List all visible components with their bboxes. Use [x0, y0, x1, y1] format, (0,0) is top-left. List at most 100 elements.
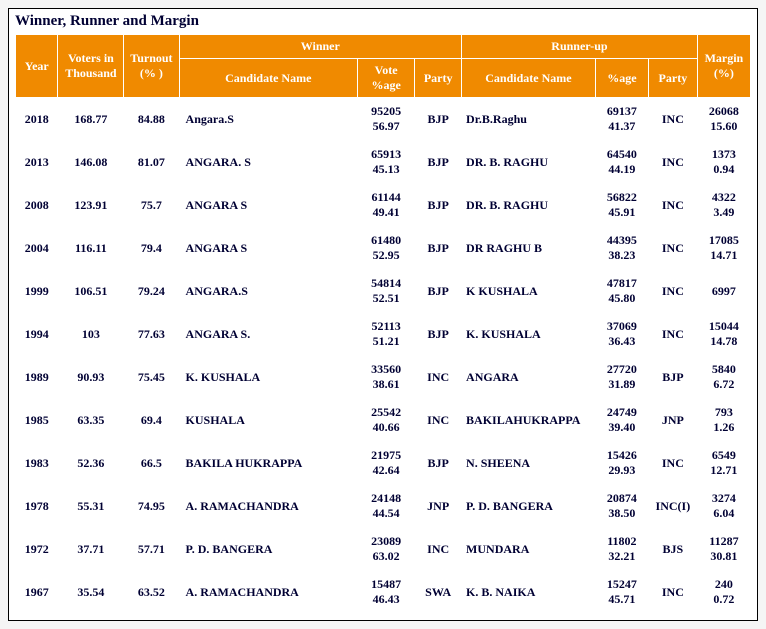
- cell: BJP: [415, 98, 462, 141]
- cell: 3356038.61: [357, 356, 414, 399]
- cell: 2018: [16, 98, 58, 141]
- cell: 6114449.41: [357, 184, 414, 227]
- cell: BJS: [648, 528, 697, 571]
- cell: 1967: [16, 571, 58, 614]
- table-row: 198990.9375.45K. KUSHALA3356038.61INCANG…: [16, 356, 751, 399]
- cell: DR RAGHU B: [462, 227, 596, 270]
- col-runner-pct: %age: [595, 59, 648, 98]
- cell: 4439538.23: [595, 227, 648, 270]
- table-row: 199410377.63ANGARA S.5211351.21BJPK. KUS…: [16, 313, 751, 356]
- col-winner-name: Candidate Name: [179, 59, 357, 98]
- cell: 37.71: [58, 528, 124, 571]
- cell: INC: [415, 528, 462, 571]
- cell: ANGARA S: [179, 227, 357, 270]
- cell: K KUSHALA: [462, 270, 596, 313]
- cell: 58406.72: [697, 356, 750, 399]
- col-turnout: Turnout (% ): [124, 35, 179, 98]
- cell: 63.52: [124, 571, 179, 614]
- cell: 1708514.71: [697, 227, 750, 270]
- table-row: 2018168.7784.88Angara.S9520556.97BJPDr.B…: [16, 98, 751, 141]
- cell: 106.51: [58, 270, 124, 313]
- cell: 5481452.51: [357, 270, 414, 313]
- cell: 2772031.89: [595, 356, 648, 399]
- cell: 1972: [16, 528, 58, 571]
- cell: INC: [415, 356, 462, 399]
- cell: 1989: [16, 356, 58, 399]
- table-row: 2008123.9175.7ANGARA S6114449.41BJPDR. B…: [16, 184, 751, 227]
- cell: 2606815.60: [697, 98, 750, 141]
- cell: P. D. BANGERA: [179, 528, 357, 571]
- cell: 74.95: [124, 485, 179, 528]
- cell: 2554240.66: [357, 399, 414, 442]
- cell: BJP: [415, 313, 462, 356]
- col-margin: Margin (%): [697, 35, 750, 98]
- cell: 57.71: [124, 528, 179, 571]
- cell: 2013: [16, 141, 58, 184]
- cell: 7931.26: [697, 399, 750, 442]
- cell: INC(I): [648, 485, 697, 528]
- col-winner-vote: Vote %age: [357, 59, 414, 98]
- cell: 1983: [16, 442, 58, 485]
- cell: 2474939.40: [595, 399, 648, 442]
- cell: 6454044.19: [595, 141, 648, 184]
- col-winner-group: Winner: [179, 35, 462, 59]
- cell: 1542629.93: [595, 442, 648, 485]
- cell: 654912.71: [697, 442, 750, 485]
- cell: 1985: [16, 399, 58, 442]
- cell: K. KUSHALA: [179, 356, 357, 399]
- cell: 77.63: [124, 313, 179, 356]
- table-row: 197237.7157.71P. D. BANGERA2308963.02INC…: [16, 528, 751, 571]
- col-winner-party: Party: [415, 59, 462, 98]
- cell: DR. B. RAGHU: [462, 184, 596, 227]
- cell: 116.11: [58, 227, 124, 270]
- cell: JNP: [415, 485, 462, 528]
- table-row: 197855.3174.95A. RAMACHANDRA2414844.54JN…: [16, 485, 751, 528]
- cell: BJP: [415, 184, 462, 227]
- table-row: 2013146.0881.07ANGARA. S6591345.13BJPDR.…: [16, 141, 751, 184]
- cell: 52.36: [58, 442, 124, 485]
- table-row: 2004116.1179.4ANGARA S6148052.95BJPDR RA…: [16, 227, 751, 270]
- cell: 6148052.95: [357, 227, 414, 270]
- cell: 2414844.54: [357, 485, 414, 528]
- cell: 2087438.50: [595, 485, 648, 528]
- cell: 1504414.78: [697, 313, 750, 356]
- cell: INC: [648, 270, 697, 313]
- cell: BJP: [415, 270, 462, 313]
- cell: JNP: [648, 399, 697, 442]
- col-runner-name: Candidate Name: [462, 59, 596, 98]
- cell: 2008: [16, 184, 58, 227]
- cell: A. RAMACHANDRA: [179, 485, 357, 528]
- cell: 146.08: [58, 141, 124, 184]
- col-year: Year: [16, 35, 58, 98]
- table-body: 2018168.7784.88Angara.S9520556.97BJPDr.B…: [16, 98, 751, 614]
- table-header: Year Voters in Thousand Turnout (% ) Win…: [16, 35, 751, 98]
- cell: 6913741.37: [595, 98, 648, 141]
- cell: BAKILAHUKRAPPA: [462, 399, 596, 442]
- cell: K. B. NAIKA: [462, 571, 596, 614]
- cell: ANGARA. S: [179, 141, 357, 184]
- cell: INC: [648, 141, 697, 184]
- cell: 1180232.21: [595, 528, 648, 571]
- cell: 2400.72: [697, 571, 750, 614]
- cell: 2308963.02: [357, 528, 414, 571]
- table-title: Winner, Runner and Margin: [15, 13, 751, 30]
- cell: 9520556.97: [357, 98, 414, 141]
- cell: ANGARA S: [179, 184, 357, 227]
- cell: 69.4: [124, 399, 179, 442]
- cell: Dr.B.Raghu: [462, 98, 596, 141]
- cell: INC: [648, 227, 697, 270]
- cell: 2197542.64: [357, 442, 414, 485]
- cell: 79.24: [124, 270, 179, 313]
- cell: BJP: [415, 442, 462, 485]
- cell: 84.88: [124, 98, 179, 141]
- cell: 1978: [16, 485, 58, 528]
- cell: 75.45: [124, 356, 179, 399]
- cell: 35.54: [58, 571, 124, 614]
- cell: 32746.04: [697, 485, 750, 528]
- table-row: 198563.3569.4KUSHALA2554240.66INCBAKILAH…: [16, 399, 751, 442]
- col-runner-party: Party: [648, 59, 697, 98]
- cell: BJP: [648, 356, 697, 399]
- table-row: 1999106.5179.24ANGARA.S5481452.51BJPK KU…: [16, 270, 751, 313]
- cell: 1548746.43: [357, 571, 414, 614]
- cell: 4781745.80: [595, 270, 648, 313]
